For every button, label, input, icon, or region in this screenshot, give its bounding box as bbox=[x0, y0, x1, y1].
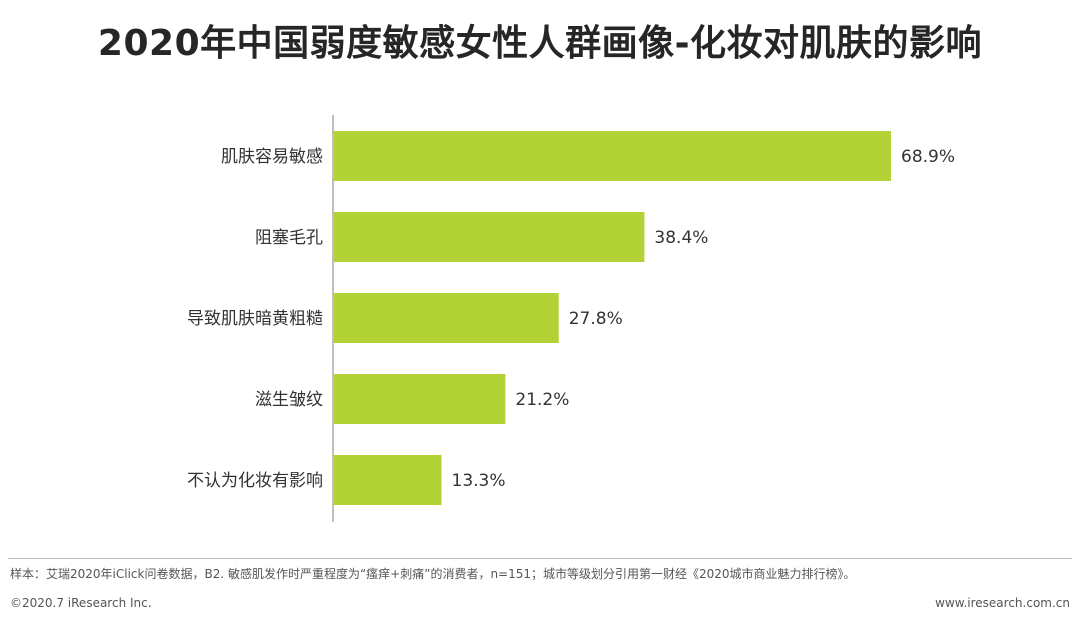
bar-4 bbox=[334, 455, 442, 505]
bar-3 bbox=[334, 374, 506, 424]
value-label-0: 68.9% bbox=[901, 147, 955, 167]
footer-divider bbox=[8, 558, 1072, 559]
category-label-1: 阻塞毛孔 bbox=[255, 228, 323, 248]
value-label-1: 38.4% bbox=[654, 228, 708, 248]
sample-note: 样本：艾瑞2020年iClick问卷数据，B2. 敏感肌发作时严重程度为“瘙痒+… bbox=[10, 567, 856, 581]
category-label-0: 肌肤容易敏感 bbox=[221, 147, 323, 167]
bar-0 bbox=[334, 131, 891, 181]
value-label-2: 27.8% bbox=[569, 309, 623, 329]
bar-1 bbox=[334, 212, 645, 262]
website-link[interactable]: www.iresearch.com.cn bbox=[935, 596, 1070, 610]
value-label-4: 13.3% bbox=[452, 471, 506, 491]
value-label-3: 21.2% bbox=[515, 390, 569, 410]
bars-layer: 肌肤容易敏感 68.9% 阻塞毛孔 38.4% 导致肌肤暗黄粗糙 27.8% 滋生皱纹 21.… bbox=[187, 115, 955, 522]
category-label-3: 滋生皱纹 bbox=[255, 390, 323, 410]
category-label-4: 不认为化妆有影响 bbox=[187, 471, 323, 491]
bar-chart: 肌肤容易敏感 68.9% 阻塞毛孔 38.4% 导致肌肤暗黄粗糙 27.8% 滋生皱纹 21.… bbox=[187, 115, 955, 522]
copyright-text: ©2020.7 iResearch Inc. bbox=[10, 596, 152, 610]
bar-2 bbox=[334, 293, 559, 343]
category-label-2: 导致肌肤暗黄粗糙 bbox=[187, 309, 323, 329]
page-title: 2020年中国弱度敏感女性人群画像-化妆对肌肤的影响 bbox=[97, 23, 983, 64]
